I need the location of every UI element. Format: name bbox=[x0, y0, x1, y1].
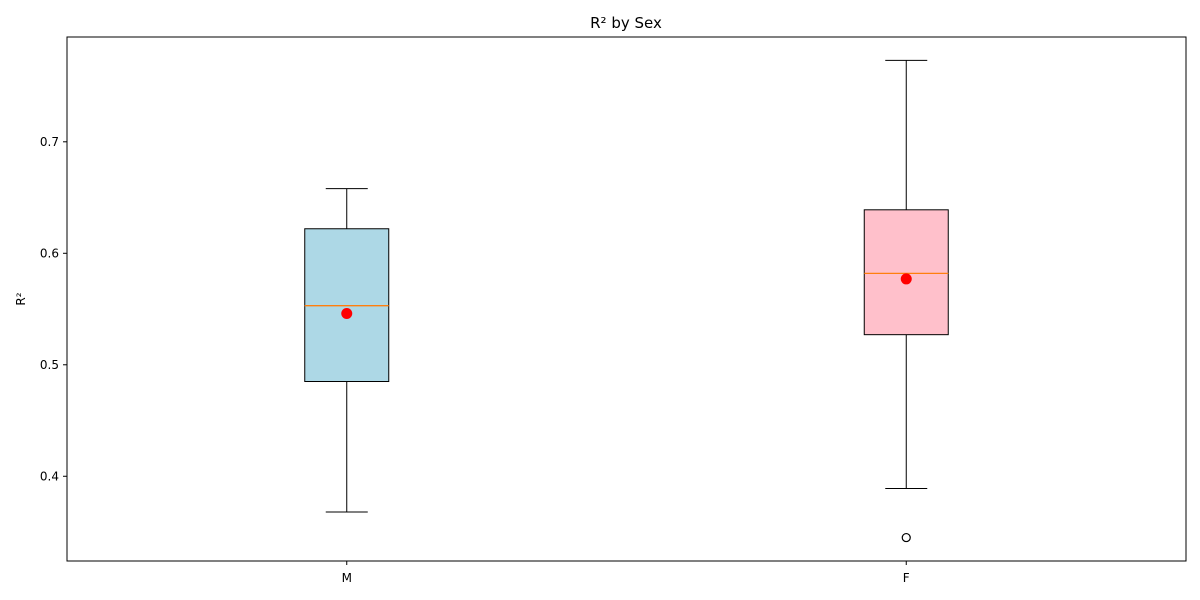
y-axis-label: R² bbox=[14, 292, 28, 305]
y-tick-label: 0.7 bbox=[40, 135, 59, 149]
y-tick-label: 0.5 bbox=[40, 358, 59, 372]
plot-frame bbox=[66, 36, 1187, 562]
x-tick-label: M bbox=[342, 571, 352, 585]
mean-marker-m bbox=[341, 307, 353, 319]
mean-marker-f bbox=[900, 273, 912, 285]
x-tick-label: F bbox=[903, 571, 910, 585]
box-f bbox=[863, 209, 949, 336]
outlier-point-f bbox=[901, 532, 911, 543]
y-tick-label: 0.4 bbox=[40, 469, 59, 483]
plot-area: 0.4 0.5 0.6 0.7 M F bbox=[40, 59, 949, 585]
y-tick-label: 0.6 bbox=[40, 246, 59, 260]
chart-title: R² by Sex bbox=[590, 14, 662, 32]
